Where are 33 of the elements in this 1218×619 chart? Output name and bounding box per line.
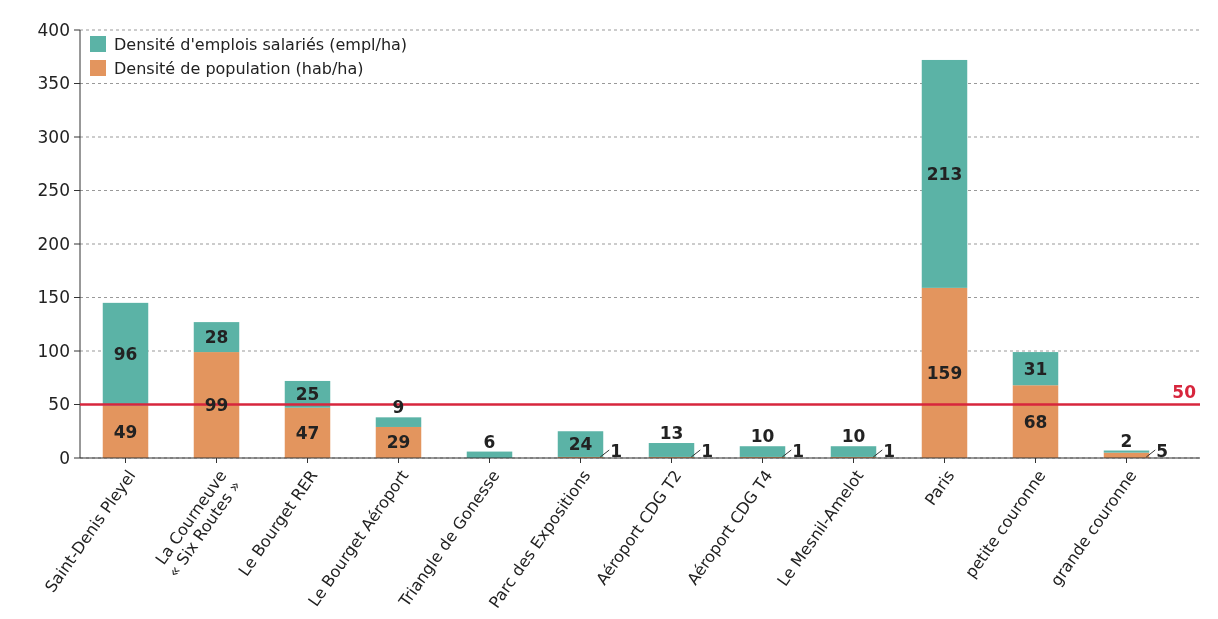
data-label: 5 — [1156, 441, 1169, 461]
y-tick-label: 100 — [37, 340, 70, 361]
y-tick-label: 0 — [59, 447, 70, 468]
data-label: 25 — [295, 384, 320, 405]
y-tick-label: 300 — [37, 126, 70, 147]
data-label: 49 — [113, 421, 138, 442]
legend-label: Densité d'emplois salariés (empl/ha) — [114, 34, 408, 54]
data-label: 68 — [1023, 411, 1048, 432]
data-label: 2 — [1120, 430, 1133, 451]
data-label: 1 — [883, 441, 896, 461]
data-label: 1 — [792, 441, 805, 461]
y-tick-label: 50 — [48, 394, 70, 415]
data-label: 29 — [386, 432, 411, 453]
data-label: 24 — [568, 434, 593, 455]
data-label: 10 — [750, 426, 775, 447]
data-label: 28 — [204, 327, 229, 348]
data-label: 13 — [659, 423, 684, 444]
legend-label: Densité de population (hab/ha) — [114, 58, 364, 78]
data-label: 1 — [701, 441, 714, 461]
data-label: 10 — [841, 426, 866, 447]
data-label: 6 — [483, 431, 496, 452]
data-label: 47 — [295, 422, 320, 443]
data-label: 96 — [113, 344, 138, 365]
y-tick-label: 150 — [37, 287, 70, 308]
data-label: 159 — [926, 362, 963, 383]
data-label: 31 — [1023, 358, 1048, 379]
y-tick-label: 250 — [37, 180, 70, 201]
data-label: 213 — [926, 163, 963, 184]
ref-line-label: 50 — [1172, 381, 1197, 402]
y-tick-label: 350 — [37, 73, 70, 94]
data-label: 1 — [610, 441, 623, 461]
y-tick-label: 200 — [37, 233, 70, 254]
y-tick-label: 400 — [37, 19, 70, 40]
